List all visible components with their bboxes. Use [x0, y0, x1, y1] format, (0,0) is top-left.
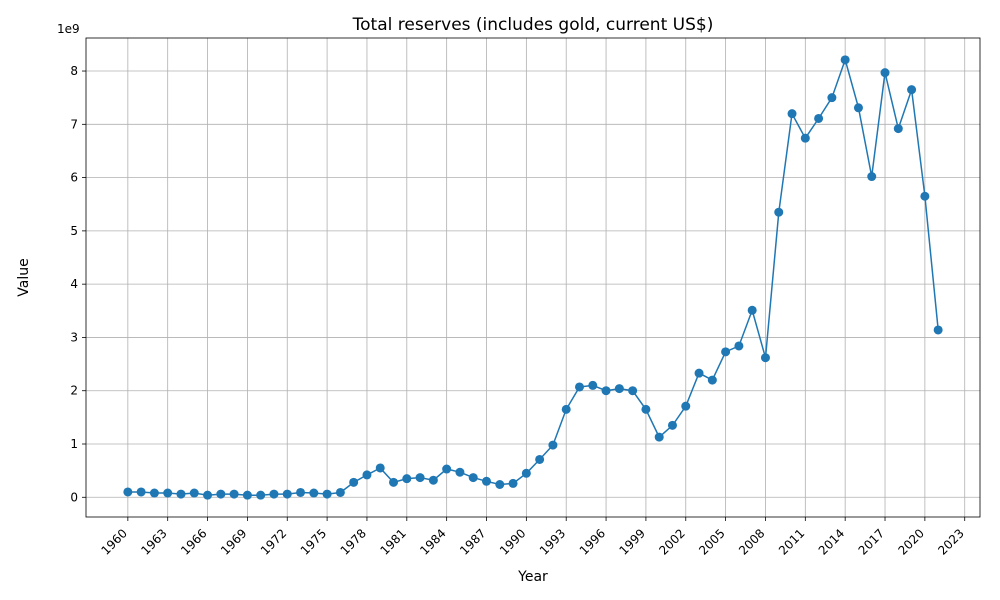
data-point [535, 454, 545, 464]
y-tick-label: 4 [70, 277, 78, 291]
data-point [163, 488, 173, 498]
data-point [216, 489, 226, 499]
y-tick-label: 1 [70, 437, 78, 451]
data-point [521, 468, 531, 478]
data-point [840, 55, 850, 65]
data-point [787, 109, 797, 119]
data-point [681, 401, 691, 411]
data-point [495, 479, 505, 489]
data-point [296, 487, 306, 497]
data-point [415, 473, 425, 483]
chart-title: Total reserves (includes gold, current U… [352, 15, 714, 35]
data-point [920, 191, 930, 201]
y-axis-title: Value [16, 258, 32, 296]
data-point [907, 85, 917, 95]
y-tick-label: 2 [70, 384, 78, 398]
data-point [508, 478, 518, 488]
data-point [149, 488, 159, 498]
y-tick-label: 0 [70, 490, 78, 504]
data-point [362, 470, 372, 480]
y-tick-label: 6 [70, 171, 78, 185]
data-point [601, 386, 611, 396]
data-point [548, 440, 558, 450]
data-point [853, 103, 863, 113]
data-point [123, 487, 133, 497]
data-point [375, 463, 385, 473]
data-point [322, 489, 332, 499]
y-tick-label: 5 [70, 224, 78, 238]
data-point [455, 467, 465, 477]
data-point [203, 490, 213, 500]
data-point [628, 386, 638, 396]
data-point [442, 464, 452, 474]
data-point [136, 487, 146, 497]
data-point [694, 368, 704, 378]
data-point [349, 477, 359, 487]
data-point [707, 375, 717, 385]
data-point [482, 476, 492, 486]
data-point [242, 490, 252, 500]
data-point [468, 473, 478, 483]
data-point [654, 432, 664, 442]
data-point [760, 353, 770, 363]
y-tick-label: 3 [70, 330, 78, 344]
data-point [933, 325, 943, 335]
grid [86, 38, 980, 517]
data-point [389, 477, 399, 487]
data-point [335, 487, 345, 497]
data-point [667, 420, 677, 430]
data-point [561, 404, 571, 414]
data-point [827, 93, 837, 103]
data-point [893, 124, 903, 134]
data-point [721, 347, 731, 357]
data-point [269, 489, 279, 499]
data-point [176, 489, 186, 499]
data-point [774, 207, 784, 217]
data-point [189, 488, 199, 498]
data-point [256, 490, 266, 500]
data-point [814, 113, 824, 123]
y-tick-label: 7 [70, 117, 78, 131]
data-point [641, 404, 651, 414]
data-point [800, 133, 810, 143]
data-point [574, 382, 584, 392]
data-point [614, 384, 624, 394]
data-point [402, 474, 412, 484]
data-series [123, 55, 943, 500]
data-point [229, 489, 239, 499]
x-axis-title: Year [517, 569, 548, 585]
y-tick-label: 8 [70, 64, 78, 78]
data-point [867, 172, 877, 182]
data-point [282, 489, 292, 499]
data-point [428, 475, 438, 485]
data-point [734, 341, 744, 351]
data-point [588, 380, 598, 390]
data-point [747, 305, 757, 315]
y-axis-offset-text: 1e9 [57, 22, 80, 36]
data-point [880, 68, 890, 78]
plot-frame [85, 37, 981, 518]
data-point [309, 488, 319, 498]
